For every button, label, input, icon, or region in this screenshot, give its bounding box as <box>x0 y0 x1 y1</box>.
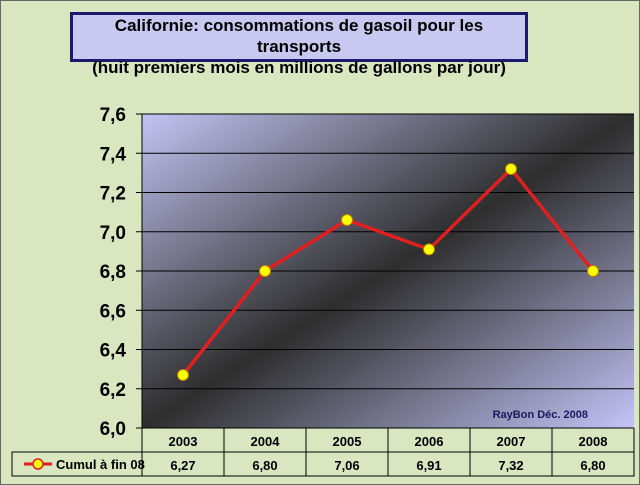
data-point <box>341 213 353 226</box>
data-point <box>177 369 189 382</box>
credit-annotation: RayBon Déc. 2008 <box>493 409 588 421</box>
category-label: 2005 <box>333 434 362 449</box>
category-label: 2007 <box>497 434 526 449</box>
data-value-label: 7,32 <box>498 458 523 473</box>
y-tick-label: 6,4 <box>100 341 127 362</box>
category-label: 2006 <box>415 434 444 449</box>
table-row-values <box>11 451 635 477</box>
data-point <box>587 265 599 277</box>
y-tick-label: 6,8 <box>100 262 126 283</box>
chart-subtitle: (huit premiers mois en millions de gallo… <box>92 58 506 77</box>
y-tick-label: 6,6 <box>100 301 126 322</box>
y-tick-label: 7,2 <box>100 184 126 205</box>
data-value-label: 6,27 <box>170 458 195 473</box>
data-value-label: 6,91 <box>416 458 441 473</box>
category-label: 2004 <box>251 434 281 449</box>
data-value-label: 6,80 <box>580 458 605 473</box>
data-value-label: 6,80 <box>252 458 277 473</box>
y-tick-label: 7,0 <box>100 223 126 244</box>
chart-title-box: Californie: consommations de gasoil pour… <box>70 12 528 77</box>
data-point <box>505 162 517 175</box>
data-value-label: 7,06 <box>334 458 359 473</box>
y-tick-label: 7,4 <box>100 144 127 165</box>
y-tick-label: 7,6 <box>100 105 126 126</box>
series-line <box>181 166 595 377</box>
data-point <box>423 243 435 256</box>
category-label: 2003 <box>169 434 198 449</box>
legend-marker <box>32 458 44 470</box>
legend-label: Cumul à fin 08 <box>56 457 145 472</box>
y-tick-label: 6,0 <box>100 419 126 440</box>
chart-title: Californie: consommations de gasoil pour… <box>114 16 484 56</box>
data-point <box>259 265 271 277</box>
y-tick-label: 6,2 <box>100 380 126 401</box>
category-label: 2008 <box>579 434 608 449</box>
